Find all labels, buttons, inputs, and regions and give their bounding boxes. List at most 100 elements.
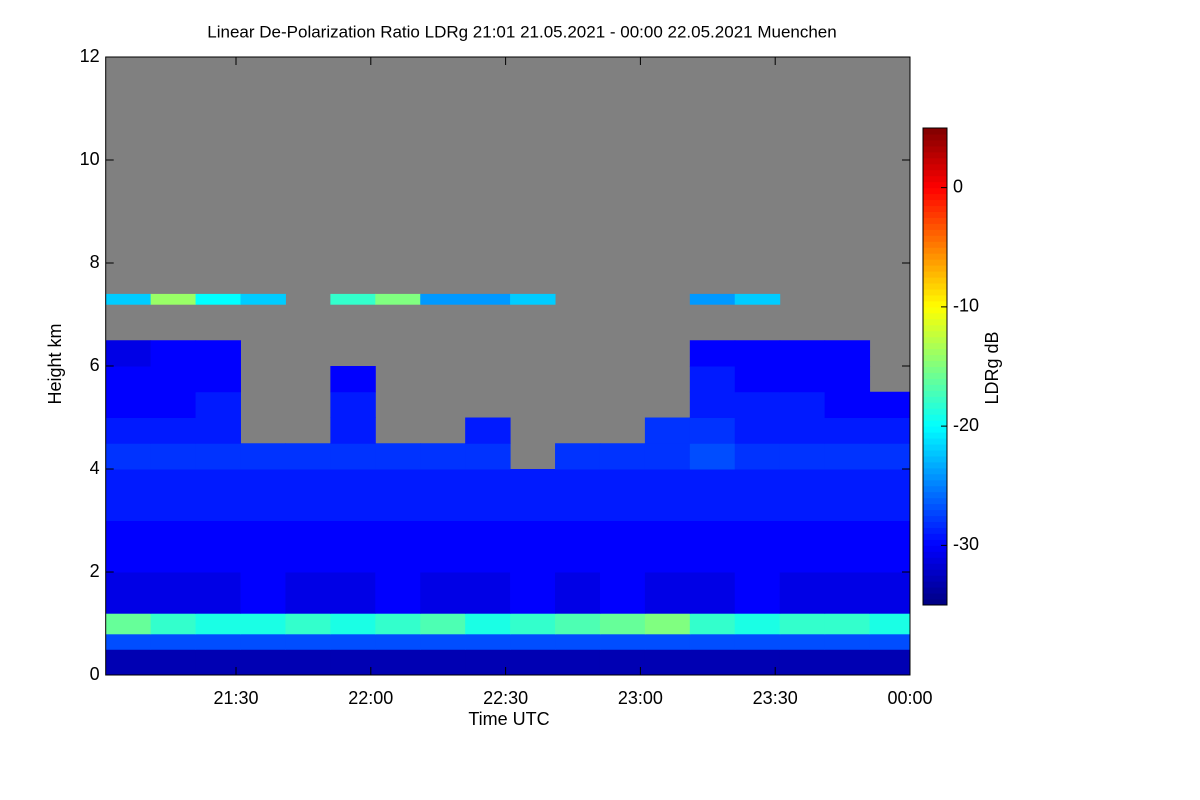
heatmap-cell — [105, 391, 152, 418]
colorbar-segment — [923, 312, 947, 320]
heatmap-cell — [465, 633, 511, 650]
heatmap-cell — [869, 613, 911, 635]
colorbar-label: LDRg dB — [982, 331, 1002, 404]
x-tick-label: 00:00 — [887, 688, 932, 708]
heatmap-cell — [824, 417, 871, 444]
heatmap-cell — [689, 520, 736, 573]
heatmap-cell — [734, 293, 781, 305]
y-tick-label: 10 — [80, 149, 100, 169]
heatmap-cell — [599, 633, 646, 650]
heatmap-cell — [330, 293, 376, 305]
heatmap-cell — [240, 520, 286, 573]
heatmap-cell — [105, 340, 152, 367]
heatmap-cell — [285, 520, 331, 573]
colorbar-segment — [923, 426, 947, 433]
x-axis-label: Time UTC — [468, 709, 549, 729]
heatmap-cell — [555, 572, 601, 614]
heatmap-cell — [195, 572, 241, 614]
heatmap-cell — [510, 572, 556, 614]
heatmap-cell — [824, 366, 871, 393]
heatmap-cell — [105, 469, 152, 521]
heatmap-cell — [195, 293, 241, 305]
heatmap-cell — [330, 633, 376, 650]
heatmap-cell — [195, 520, 241, 573]
heatmap-cell — [779, 391, 826, 418]
colorbar-segment — [923, 473, 947, 481]
colorbar-segment — [923, 438, 947, 445]
colorbar-segment — [923, 360, 947, 367]
heatmap-cell — [105, 633, 152, 650]
colorbar-segment — [923, 235, 947, 242]
heatmap-cell — [555, 520, 601, 573]
heatmap-cell — [105, 417, 152, 444]
colorbar-segment — [923, 330, 947, 338]
colorbar-segment — [923, 491, 947, 499]
heatmap-cell — [644, 633, 691, 650]
heatmap-cell — [599, 572, 646, 614]
heatmap-cell — [869, 469, 911, 521]
heatmap-cell — [285, 613, 331, 635]
heatmap-cell — [150, 633, 197, 650]
heatmap-cell — [375, 613, 421, 635]
colorbar-segment — [923, 265, 947, 272]
heatmap-cell — [465, 613, 511, 635]
heatmap-cell — [869, 633, 911, 650]
heatmap-cell — [240, 572, 286, 614]
heatmap-cell — [824, 572, 871, 614]
heatmap-cell — [375, 520, 421, 573]
heatmap-cell — [285, 649, 331, 676]
heatmap-cell — [779, 469, 826, 521]
colorbar-segment — [923, 449, 947, 457]
colorbar-segment — [923, 366, 947, 373]
heatmap-cell — [644, 417, 691, 444]
colorbar-segment — [923, 229, 947, 236]
heatmap-cell — [330, 366, 376, 393]
heatmap-cell — [420, 613, 466, 635]
heatmap-cell — [779, 366, 826, 393]
colorbar-segment — [923, 187, 947, 195]
colorbar-segment — [923, 205, 947, 212]
heatmap-cell — [285, 572, 331, 614]
heatmap-cell — [375, 469, 421, 521]
colorbar-segment — [923, 396, 947, 403]
colorbar-segment — [923, 128, 947, 135]
heatmap-cell — [644, 469, 691, 521]
heatmap-cell — [779, 417, 826, 444]
heatmap-cell — [420, 520, 466, 573]
colorbar-segment — [923, 408, 947, 415]
heatmap-cell — [195, 366, 241, 393]
heatmap-cell — [285, 443, 331, 470]
heatmap-cell — [150, 366, 197, 393]
heatmap-cell — [150, 469, 197, 521]
heatmap-cell — [510, 649, 556, 676]
colorbar-segment — [923, 253, 947, 260]
heatmap-cell — [240, 633, 286, 650]
colorbar-segment — [923, 139, 947, 147]
heatmap-cell — [824, 391, 871, 418]
heatmap-cell — [779, 520, 826, 573]
colorbar-segment — [923, 444, 947, 451]
heatmap-cell — [150, 391, 197, 418]
heatmap-cell — [734, 391, 781, 418]
heatmap-cell — [824, 340, 871, 367]
colorbar-segment — [923, 414, 947, 421]
heatmap-cell — [150, 520, 197, 573]
colorbar-segment — [923, 169, 947, 177]
heatmap-cell — [375, 443, 421, 470]
colorbar-segment — [923, 175, 947, 183]
heatmap-cell — [375, 293, 421, 305]
heatmap-cell — [824, 633, 871, 650]
heatmap-cell — [734, 417, 781, 444]
colorbar-segment — [923, 217, 947, 224]
heatmap-cell — [644, 649, 691, 676]
heatmap-cell — [510, 613, 556, 635]
colorbar-segment — [923, 378, 947, 385]
y-tick-label: 4 — [90, 458, 100, 478]
heatmap-cell — [824, 469, 871, 521]
colorbar-segment — [923, 432, 947, 439]
heatmap-cell — [465, 293, 511, 305]
heatmap-cell — [689, 417, 736, 444]
x-tick-label: 22:30 — [483, 688, 528, 708]
heatmap-cell — [689, 366, 736, 393]
colorbar-segment — [923, 157, 947, 165]
